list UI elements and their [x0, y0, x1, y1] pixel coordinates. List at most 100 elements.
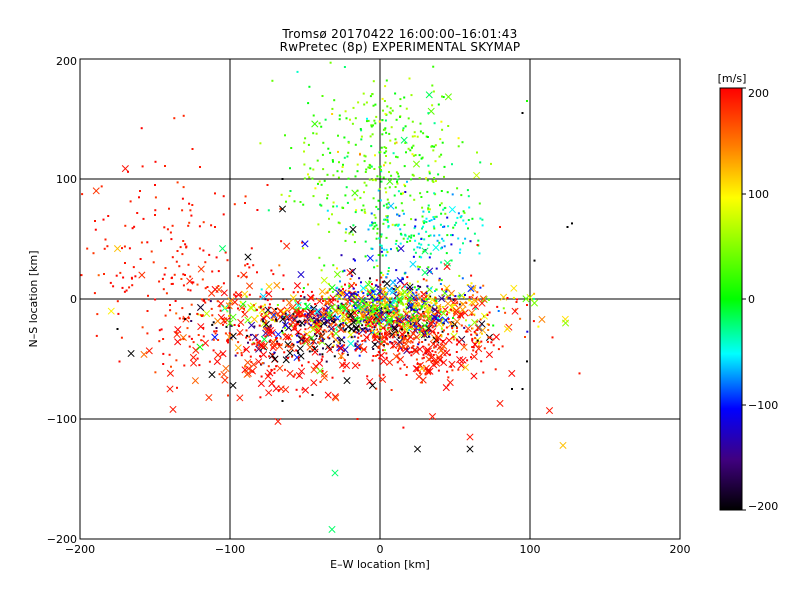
- data-point: [431, 360, 434, 362]
- data-point: [430, 145, 433, 148]
- data-point: [436, 239, 439, 242]
- data-point: [152, 261, 155, 264]
- data-point: [128, 247, 131, 250]
- data-point: [376, 328, 378, 331]
- data-point: [184, 243, 187, 246]
- data-point: [369, 328, 372, 331]
- data-point: [204, 287, 207, 290]
- data-point: [414, 327, 417, 330]
- data-point: [374, 306, 377, 309]
- data-point: [212, 338, 215, 341]
- data-point: [385, 336, 388, 339]
- data-point: [251, 343, 254, 346]
- data-point-x-marker: [416, 361, 424, 369]
- data-point: [492, 324, 495, 327]
- data-point-x-marker: [379, 375, 387, 383]
- data-point-x-marker: [441, 289, 449, 297]
- data-point: [429, 252, 432, 255]
- data-point: [440, 279, 443, 282]
- data-point: [196, 357, 199, 360]
- data-point: [476, 151, 478, 154]
- data-point: [182, 240, 185, 242]
- data-point: [432, 225, 435, 228]
- data-point: [270, 269, 273, 272]
- data-point: [456, 216, 459, 219]
- data-point: [524, 336, 526, 338]
- data-point-x-marker: [287, 345, 295, 353]
- data-point: [511, 388, 513, 390]
- data-point: [447, 125, 450, 127]
- data-point: [369, 277, 371, 280]
- data-point: [463, 326, 466, 329]
- data-point: [415, 358, 418, 361]
- data-point: [118, 360, 121, 363]
- data-point: [371, 247, 374, 250]
- data-point: [208, 253, 211, 256]
- data-point: [443, 329, 445, 332]
- data-point-x-marker: [371, 341, 379, 349]
- data-point: [342, 318, 345, 321]
- data-point: [532, 320, 535, 323]
- data-point-x-marker: [347, 340, 355, 348]
- data-point-x-marker: [380, 333, 388, 341]
- data-point: [386, 311, 389, 314]
- data-point: [397, 301, 400, 304]
- data-point: [180, 278, 183, 280]
- data-point: [217, 285, 220, 287]
- data-point: [94, 228, 97, 231]
- data-point: [174, 300, 177, 302]
- data-point: [387, 326, 390, 329]
- data-point: [352, 106, 355, 109]
- data-point: [171, 282, 174, 285]
- data-point-x-marker: [331, 307, 339, 315]
- data-point-x-marker: [479, 326, 487, 334]
- data-point: [301, 241, 304, 244]
- data-point: [440, 202, 443, 205]
- data-point: [390, 126, 393, 129]
- data-point: [311, 394, 314, 396]
- data-point: [357, 336, 360, 339]
- data-point: [421, 227, 423, 230]
- data-point: [401, 302, 404, 305]
- data-point: [382, 281, 385, 284]
- data-point: [402, 341, 405, 344]
- data-point: [384, 291, 387, 294]
- data-point: [423, 238, 426, 241]
- data-point: [387, 315, 390, 317]
- data-point-x-marker: [347, 331, 355, 339]
- data-point: [467, 195, 470, 198]
- data-point: [447, 376, 450, 379]
- data-point: [345, 186, 348, 189]
- data-point-x-marker: [470, 353, 478, 361]
- data-point-x-marker: [272, 385, 280, 393]
- data-point: [202, 249, 205, 252]
- data-point-x-marker: [286, 349, 294, 357]
- data-point: [136, 212, 139, 214]
- data-point-x-marker: [446, 379, 454, 387]
- data-point: [413, 298, 416, 301]
- data-point: [352, 224, 355, 227]
- data-point: [410, 178, 412, 181]
- data-point: [463, 343, 466, 346]
- data-point: [189, 275, 192, 278]
- data-point: [86, 247, 89, 250]
- data-point-x-marker: [425, 286, 433, 294]
- data-point-x-marker: [140, 350, 148, 358]
- data-point: [154, 214, 156, 216]
- data-point: [331, 320, 333, 322]
- data-point: [109, 281, 112, 284]
- data-point: [537, 325, 540, 328]
- data-point: [443, 309, 446, 312]
- data-point: [471, 337, 474, 340]
- data-point: [467, 219, 470, 221]
- data-point: [429, 308, 431, 311]
- data-point-x-marker: [318, 287, 326, 296]
- data-point-x-marker: [383, 279, 391, 288]
- data-point-x-marker: [244, 359, 252, 367]
- data-point: [279, 207, 282, 210]
- data-point: [381, 311, 384, 314]
- data-point: [348, 285, 351, 288]
- data-point-x-marker: [353, 343, 362, 351]
- data-point: [161, 277, 164, 280]
- data-point: [122, 276, 125, 279]
